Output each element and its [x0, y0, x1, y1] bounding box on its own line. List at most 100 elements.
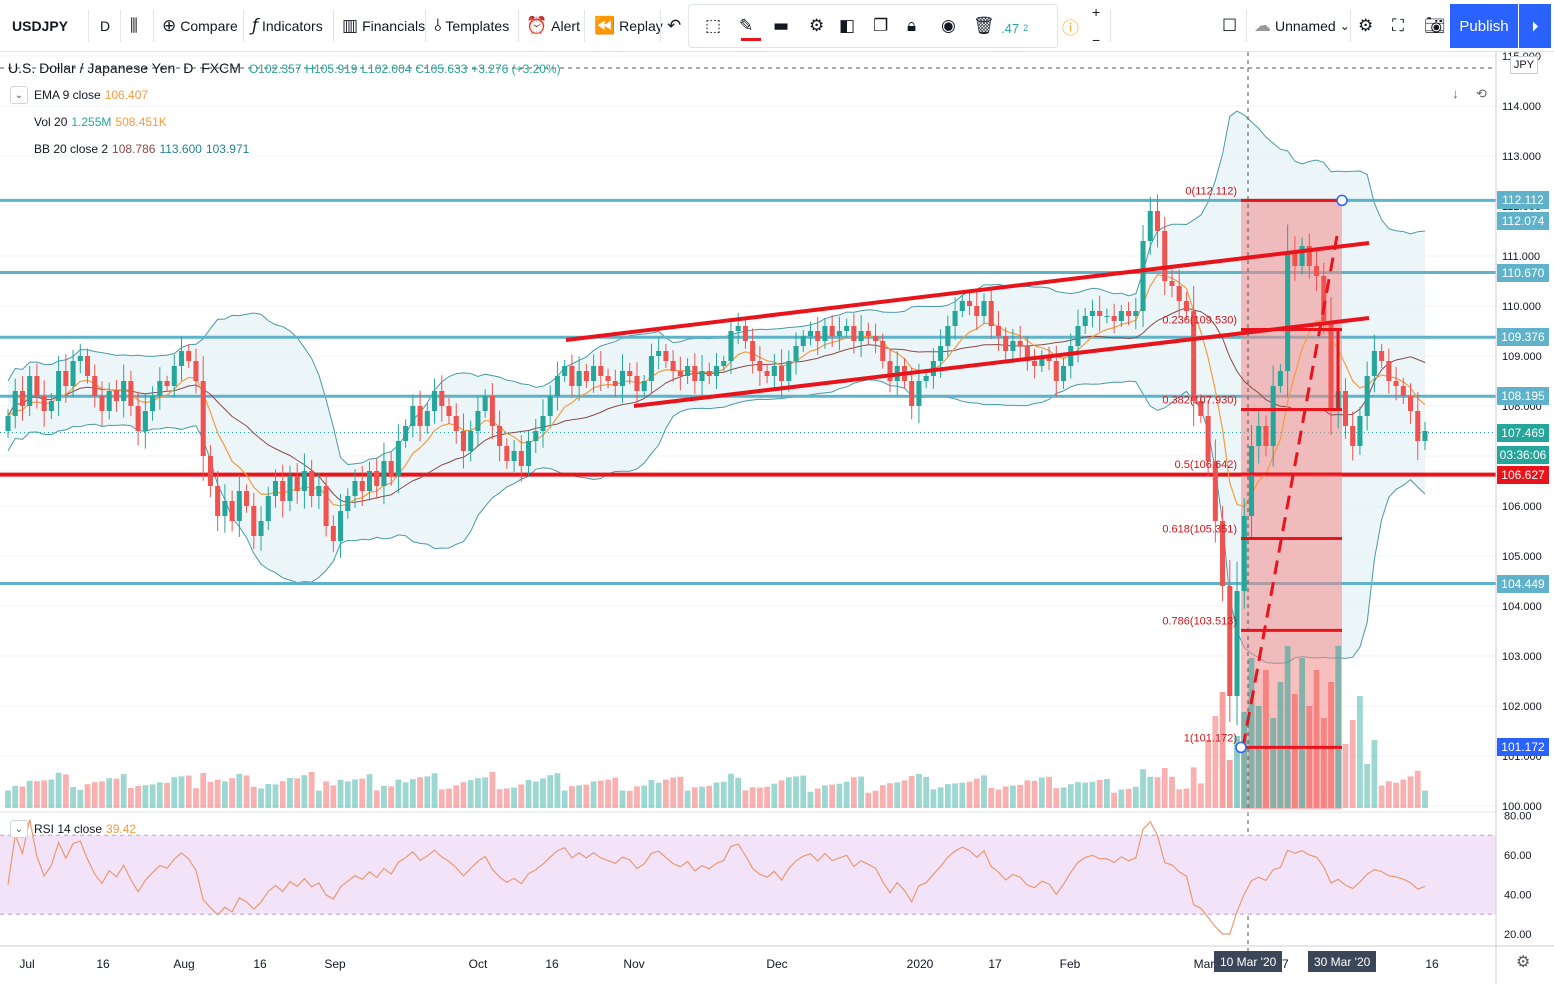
currency-badge[interactable]: JPY: [1510, 56, 1538, 74]
candle-body: [807, 331, 814, 336]
price-tick-label: 114.000: [1502, 101, 1541, 113]
volume-bar: [409, 779, 416, 808]
volume-bar: [287, 778, 293, 808]
volume-bar: [26, 780, 33, 808]
rsi-pane: [0, 811, 1496, 935]
volume-bar: [373, 790, 380, 808]
volume-bar: [1277, 682, 1284, 808]
volume-bar: [843, 781, 850, 808]
alarm-clock-icon: ⏰: [526, 16, 548, 36]
gear-icon: ⚙: [809, 16, 825, 36]
templates-button[interactable]: ⫰ Templates: [434, 8, 509, 44]
collapse-legend-button[interactable]: ⌄: [10, 86, 28, 104]
scroll-down-icon[interactable]: ↓: [1452, 86, 1459, 101]
gear-icon: ⚙: [1358, 16, 1374, 36]
volume-bar: [822, 785, 828, 808]
volume-bar: [511, 787, 517, 808]
zoom-out-icon[interactable]: −: [1092, 32, 1101, 48]
candle-body: [1285, 251, 1291, 371]
volume-bar: [858, 776, 864, 808]
volume-bar: [988, 788, 995, 808]
toolbar-divider: [1246, 10, 1247, 42]
bb-legend[interactable]: BB 20 close 2 108.786 113.600 103.971: [34, 142, 249, 156]
indicators-button[interactable]: ƒ Indicators: [252, 8, 323, 44]
candle-body: [294, 476, 300, 491]
candle-body: [677, 371, 683, 376]
info-button[interactable]: ⓘ: [1062, 8, 1079, 44]
delete-button[interactable]: 🗑︎: [973, 8, 995, 44]
candle-body: [995, 326, 1001, 336]
volume-bar: [865, 792, 872, 808]
zoom-in-icon[interactable]: +: [1092, 4, 1101, 20]
interval-button[interactable]: D: [100, 8, 110, 44]
volume-bar: [1400, 779, 1407, 808]
volume-bar: [1414, 770, 1421, 808]
volume-bar: [243, 775, 250, 808]
candle-body: [526, 441, 532, 466]
select-layout-checkbox[interactable]: ☐: [1222, 8, 1237, 44]
rsi-legend[interactable]: RSI 14 close 39.42: [34, 822, 136, 836]
volume-bar: [359, 778, 366, 808]
candle-body: [1032, 361, 1038, 366]
financials-button[interactable]: ▥ Financials: [342, 8, 425, 44]
volume-bar: [764, 786, 770, 808]
candle-body: [648, 356, 654, 381]
candle-body: [706, 371, 712, 376]
line-width-button[interactable]: ▬: [773, 8, 789, 44]
price-tick-label: 113.000: [1502, 151, 1541, 163]
select-tool-button[interactable]: ⬚: [705, 8, 721, 44]
vol-legend[interactable]: Vol 20 1.255M 508.451K: [34, 115, 167, 129]
layout-menu-button[interactable]: ☁ Unnamed ⌄: [1254, 8, 1350, 44]
chart-type-button[interactable]: ⫼: [130, 8, 138, 44]
volume-bar: [626, 790, 633, 808]
volume-bar: [1219, 692, 1226, 808]
template-button[interactable]: ◧: [839, 8, 855, 44]
rsi-tick-label: 80.00: [1504, 811, 1532, 823]
candle-body: [1400, 386, 1406, 396]
ema-legend[interactable]: EMA 9 close 106.407: [34, 88, 148, 102]
candle-body: [388, 461, 394, 476]
hide-button[interactable]: ◉: [941, 8, 956, 44]
info-icon: ⓘ: [1062, 18, 1079, 39]
publish-play-button[interactable]: ⏵: [1519, 4, 1551, 48]
volume-bar: [1053, 788, 1060, 808]
drawings[interactable]: 0(112.112) 0.236(109.530) 0.382(107.930) 0.…: [565, 52, 1370, 951]
alert-label: Alert: [551, 18, 580, 34]
fullscreen-button[interactable]: ⛶: [1392, 8, 1404, 44]
symbol-search-button[interactable]: USDJPY: [12, 8, 68, 44]
alert-button[interactable]: ⏰ Alert: [526, 8, 580, 44]
snapshot-button[interactable]: 📷︎: [1424, 8, 1446, 44]
volume-bar: [923, 776, 930, 808]
reset-icon[interactable]: ⟲: [1476, 86, 1487, 101]
candle-body: [1415, 411, 1421, 441]
candle-body: [1169, 281, 1175, 286]
settings-button[interactable]: ⚙: [1358, 8, 1373, 44]
compare-button[interactable]: ⊕ Compare: [162, 8, 238, 44]
visibility-button[interactable]: ❐: [873, 8, 888, 44]
drawing-settings-button[interactable]: ⚙: [809, 8, 824, 44]
fib-anchor-high: [1336, 194, 1348, 207]
gear-icon[interactable]: ⚙: [1516, 954, 1531, 971]
volume-bar: [894, 782, 901, 808]
collapse-rsi-button[interactable]: ⌄: [10, 820, 28, 838]
cloud-icon: ☁: [1254, 16, 1271, 36]
undo-button[interactable]: ↶: [667, 8, 681, 44]
publish-button[interactable]: Publish: [1450, 4, 1518, 48]
time-axis-badge: 10 Mar '20: [1214, 951, 1283, 972]
toolbar-divider: [243, 10, 244, 42]
replay-button[interactable]: ⏪ Replay: [594, 8, 663, 44]
candle-body: [916, 381, 922, 406]
chart-canvas[interactable]: 0(112.112) 0.236(109.530) 0.382(107.930) 0.…: [0, 52, 1554, 984]
candle-body: [1111, 316, 1117, 321]
volume-bar: [807, 791, 814, 808]
zoom-buttons[interactable]: + −: [1092, 4, 1100, 48]
candle-body: [309, 471, 315, 496]
volume-bar: [663, 779, 669, 808]
lock-button[interactable]: 🔒︎: [907, 8, 916, 44]
candle-body: [967, 301, 973, 306]
candle-body: [1408, 396, 1414, 411]
line-color-button[interactable]: ✎: [739, 8, 753, 44]
volume-bar: [1306, 706, 1313, 808]
candle-body: [1118, 311, 1124, 321]
volume-bar: [330, 785, 337, 808]
